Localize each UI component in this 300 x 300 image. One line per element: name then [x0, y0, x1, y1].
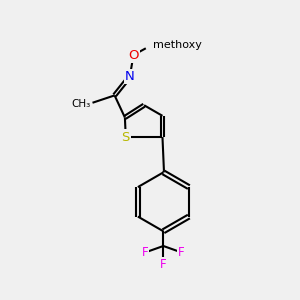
Text: F: F	[160, 258, 167, 271]
Text: CH₃: CH₃	[71, 99, 90, 109]
Text: F: F	[142, 246, 148, 259]
Text: O: O	[128, 49, 139, 62]
Text: methoxy: methoxy	[153, 40, 202, 50]
Text: F: F	[178, 246, 185, 259]
Text: N: N	[125, 70, 135, 83]
Text: S: S	[122, 130, 130, 143]
